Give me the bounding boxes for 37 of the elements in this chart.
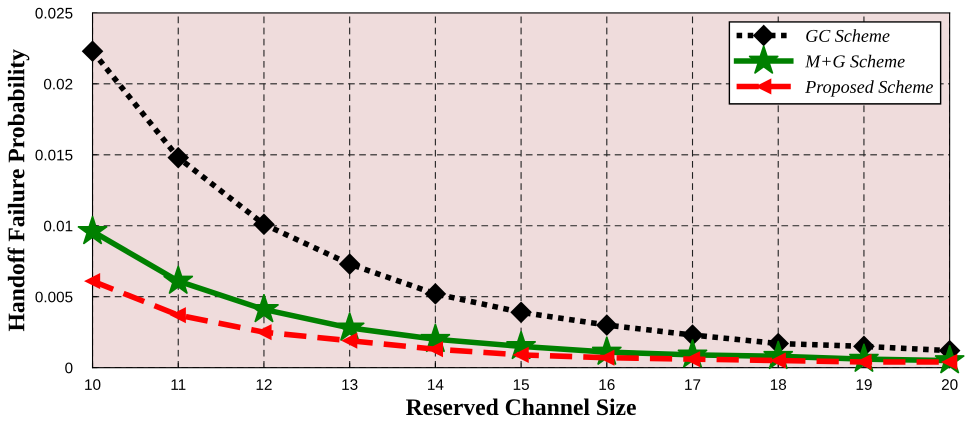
y-tick-label: 0 bbox=[65, 362, 72, 374]
x-tick-label: 18 bbox=[770, 379, 786, 390]
x-tick-label: 19 bbox=[856, 379, 872, 390]
point bbox=[84, 273, 100, 289]
point bbox=[342, 333, 358, 348]
x-tick-label: 14 bbox=[428, 379, 444, 390]
point bbox=[339, 254, 360, 275]
x-tick-label: 20 bbox=[942, 379, 958, 390]
x-tick-label: 11 bbox=[171, 379, 186, 390]
y-tick-label: 0.02 bbox=[44, 78, 72, 90]
legend-label: Proposed Scheme bbox=[805, 80, 933, 97]
x-tick-label: 10 bbox=[85, 379, 100, 390]
x-tick-label: 15 bbox=[514, 379, 529, 390]
point bbox=[77, 215, 108, 244]
point bbox=[513, 347, 529, 363]
point bbox=[510, 302, 532, 323]
x-tick-label: 12 bbox=[256, 379, 272, 390]
point bbox=[82, 40, 104, 62]
legend-label: GC Scheme bbox=[806, 29, 890, 42]
point bbox=[256, 324, 272, 340]
y-axis-title: Handoff Failure Probability bbox=[8, 49, 30, 332]
x-tick-label: 16 bbox=[599, 379, 615, 390]
point bbox=[163, 265, 194, 294]
x-tick-label: 17 bbox=[685, 379, 700, 390]
y-tick-label: 0.025 bbox=[35, 8, 72, 19]
point bbox=[168, 147, 189, 168]
point bbox=[170, 308, 186, 323]
point bbox=[682, 324, 704, 346]
y-tick-label: 0.01 bbox=[44, 220, 72, 232]
point bbox=[424, 283, 446, 304]
x-axis-title: Reserved Channel Size bbox=[406, 398, 636, 416]
y-tick-label: 0.015 bbox=[35, 150, 72, 160]
y-tick-label: 0.005 bbox=[35, 292, 72, 302]
point bbox=[253, 214, 274, 235]
legend-label: M+G Scheme bbox=[805, 54, 905, 68]
point bbox=[596, 314, 618, 336]
x-tick-label: 13 bbox=[342, 379, 358, 390]
